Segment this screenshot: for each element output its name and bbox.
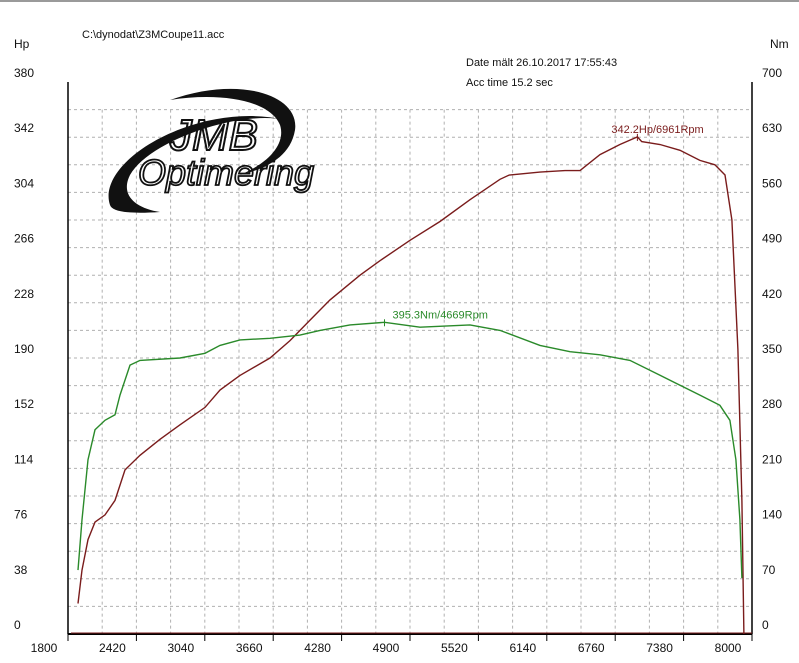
- y-right-tick-label: 70: [762, 563, 776, 577]
- peak-power-label: 342.2Hp/6961Rpm: [611, 124, 703, 136]
- x-tick-label: 7380: [646, 641, 673, 655]
- top-border: [0, 0, 799, 2]
- x-tick-label: 6760: [578, 641, 605, 655]
- logo-arc: [170, 88, 296, 175]
- torque-curve: [77, 321, 743, 579]
- y-left-label: Hp: [14, 37, 30, 51]
- x-tick-label: 3660: [236, 641, 263, 655]
- peak-torque-label: 395.3Nm/4669Rpm: [393, 309, 488, 321]
- y-right-tick-label: 350: [762, 342, 782, 356]
- y-left-tick-label: 0: [14, 618, 21, 632]
- x-tick-label: 1800: [31, 641, 58, 655]
- x-tick-label: 4280: [304, 641, 331, 655]
- x-tick-label: 6140: [509, 641, 536, 655]
- date-measured: Date mält 26.10.2017 17:55:43: [466, 57, 617, 69]
- axes: 1800 2420 3040 3660 4280 4900 5520 6140 6760 7380…: [14, 66, 782, 655]
- y-right-tick-label: 140: [762, 508, 782, 522]
- y-left-tick-label: 304: [14, 176, 34, 190]
- x-tick-label: 2420: [99, 641, 126, 655]
- x-tick-label: 4900: [373, 641, 400, 655]
- y-left-tick-label: 380: [14, 66, 34, 80]
- y-right-tick-label: 630: [762, 121, 782, 135]
- y-left-tick-label: 266: [14, 232, 34, 246]
- logo-swoosh: [108, 116, 285, 213]
- x-tick-label: 8000: [715, 641, 742, 655]
- logo-jmb: JMB: [169, 111, 258, 160]
- y-left-tick-label: 342: [14, 121, 34, 135]
- y-right-label: Nm: [770, 37, 789, 51]
- y-right-tick-label: 280: [762, 397, 782, 411]
- y-right-tick-label: 0: [762, 618, 769, 632]
- file-path: C:\dynodat\Z3MCoupe11.acc: [82, 29, 225, 41]
- y-right-tick-label: 210: [762, 452, 782, 466]
- y-right-tick-label: 700: [762, 66, 782, 80]
- power-curve: [77, 136, 745, 635]
- y-left-tick-label: 76: [14, 508, 28, 522]
- y-right-tick-label: 560: [762, 176, 782, 190]
- y-left-tick-label: 152: [14, 397, 34, 411]
- x-tick-label: 3040: [167, 641, 194, 655]
- y-left-tick-label: 228: [14, 287, 34, 301]
- grid: [68, 109, 752, 634]
- series: 342.2Hp/6961Rpm 395.3Nm/4669Rpm: [77, 124, 745, 635]
- y-left-tick-label: 190: [14, 342, 34, 356]
- y-left-tick-label: 38: [14, 563, 28, 577]
- x-tick-label: 5520: [441, 641, 468, 655]
- logo-optimering: Optimering: [138, 152, 314, 193]
- y-left-tick-label: 114: [14, 452, 33, 466]
- acc-time: Acc time 15.2 sec: [466, 77, 553, 89]
- jmb-logo: JMB Optimering: [108, 88, 315, 213]
- y-right-tick-label: 420: [762, 287, 782, 301]
- y-right-tick-label: 490: [762, 232, 782, 246]
